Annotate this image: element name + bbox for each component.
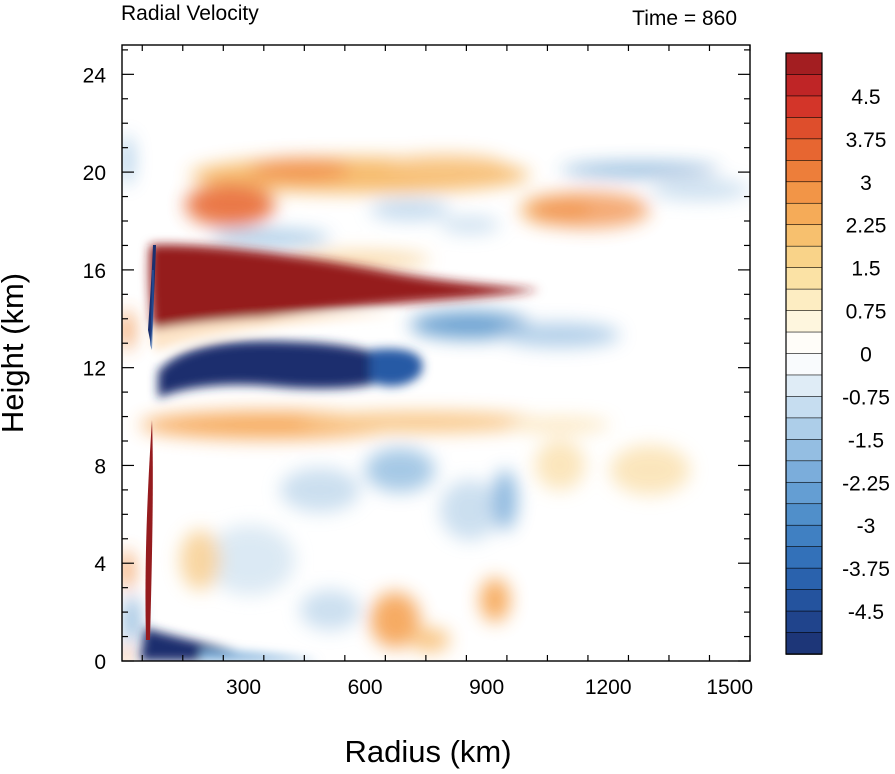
colorbar-segment — [785, 74, 823, 97]
y-tick-label: 4 — [94, 553, 106, 576]
colorbar-segment — [785, 567, 823, 591]
y-tick-label: 24 — [83, 64, 107, 87]
colorbar-segment — [785, 481, 823, 505]
colorbar-frame — [785, 52, 823, 655]
colorbar-label: 0.75 — [846, 301, 887, 324]
colorbar-segment — [785, 546, 823, 569]
colorbar-segment — [785, 160, 823, 183]
colorbar-segment — [785, 396, 823, 419]
colorbar-segment — [785, 589, 823, 612]
colorbar-segment — [785, 524, 823, 548]
x-tick-labels: 300 600 900 1200 1500 — [226, 676, 753, 699]
y-axis-label: Height (km) — [0, 273, 30, 433]
colorbar-segment — [785, 267, 823, 290]
y-tick-labels: 0 4 8 12 16 20 24 — [83, 64, 107, 674]
y-tick-label: 12 — [83, 358, 106, 381]
colorbar-label: -3 — [857, 515, 876, 538]
colorbar-segment — [785, 374, 823, 398]
velocity-field — [122, 45, 750, 661]
colorbar-segment — [785, 245, 823, 269]
colorbar-segment — [785, 331, 823, 355]
colorbar-segment — [785, 202, 823, 226]
chart-title-right: Time = 860 — [632, 7, 737, 30]
colorbar-label: -4.5 — [848, 601, 884, 624]
colorbar-segment — [785, 503, 823, 527]
y-tick-label: 20 — [83, 162, 106, 185]
x-tick-label: 1500 — [706, 676, 753, 699]
colorbar-segment — [785, 224, 823, 247]
colorbar-segment — [785, 310, 823, 333]
colorbar-segment — [785, 138, 823, 162]
colorbar-segment — [785, 632, 823, 655]
colorbar-label: 4.5 — [851, 86, 880, 109]
colorbar-labels: 4.5 3.75 3 2.25 1.5 0.75 0 -0.75 -1.5 -2.25 -3 -3.7… — [842, 86, 890, 624]
chart-title-left: Radial Velocity — [121, 2, 259, 25]
colorbar-segment — [785, 117, 823, 140]
colorbar-segment — [785, 353, 823, 376]
colorbar-label: 1.5 — [851, 258, 880, 281]
colorbar-label: 3.75 — [846, 129, 887, 152]
y-tick-label: 8 — [94, 455, 106, 478]
colorbar-segment — [785, 95, 823, 119]
x-tick-label: 300 — [226, 676, 261, 699]
colorbar-segment — [785, 610, 823, 634]
colorbar-segment — [785, 417, 823, 441]
colorbar-segment — [785, 288, 823, 312]
axis-ticks — [122, 45, 751, 662]
colorbar-segment — [785, 181, 823, 205]
y-tick-label: 0 — [94, 651, 106, 674]
colorbar-segment — [785, 52, 823, 76]
colorbar-segment — [785, 439, 823, 462]
colorbar-label: 3 — [860, 172, 872, 195]
x-tick-label: 900 — [469, 676, 504, 699]
x-tick-label: 1200 — [585, 676, 632, 699]
colorbar-label: -0.75 — [842, 386, 890, 409]
colorbar-label: -3.75 — [842, 558, 890, 581]
colorbar-label: -1.5 — [848, 429, 884, 452]
y-tick-label: 16 — [83, 260, 106, 283]
x-tick-label: 600 — [348, 676, 383, 699]
colorbar — [785, 52, 823, 655]
colorbar-label: -2.25 — [842, 472, 890, 495]
colorbar-label: 2.25 — [846, 215, 887, 238]
colorbar-label: 0 — [860, 344, 872, 367]
plot-frame — [121, 44, 751, 662]
x-axis-label: Radius (km) — [344, 734, 511, 769]
colorbar-segment — [785, 460, 823, 484]
